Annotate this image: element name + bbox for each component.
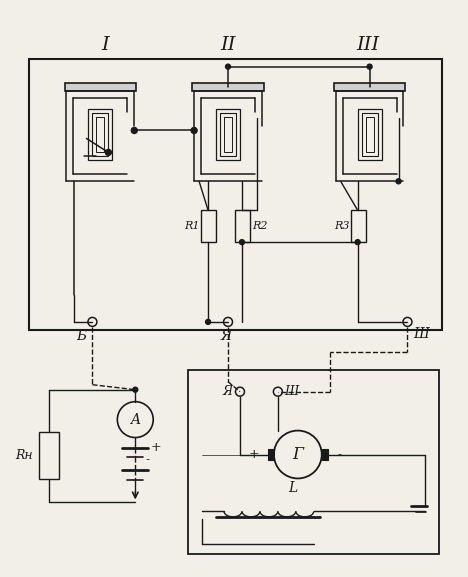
- Circle shape: [205, 320, 211, 324]
- Text: Б: Б: [76, 329, 87, 343]
- Text: R1: R1: [184, 221, 200, 231]
- Bar: [29, 59, 442, 330]
- Bar: [92, 113, 109, 156]
- Text: -: -: [337, 448, 342, 461]
- Circle shape: [274, 430, 322, 478]
- Circle shape: [240, 239, 244, 245]
- Circle shape: [117, 402, 153, 437]
- Bar: [362, 113, 378, 156]
- Text: Ш: Ш: [413, 327, 429, 341]
- Text: Я: Я: [220, 329, 231, 343]
- Text: L: L: [288, 481, 297, 496]
- Bar: [366, 117, 373, 152]
- Circle shape: [105, 149, 111, 155]
- Bar: [96, 117, 104, 152]
- Text: Г: Г: [292, 446, 303, 463]
- Circle shape: [133, 387, 138, 392]
- Text: II: II: [220, 36, 236, 54]
- Bar: [358, 108, 381, 160]
- Bar: [38, 432, 58, 479]
- Circle shape: [235, 387, 244, 396]
- Circle shape: [191, 128, 197, 133]
- Bar: [268, 448, 274, 460]
- Text: R2: R2: [252, 221, 267, 231]
- Text: III: III: [356, 36, 379, 54]
- Circle shape: [88, 317, 97, 327]
- Circle shape: [226, 64, 231, 69]
- Circle shape: [224, 317, 233, 327]
- Text: Я: Я: [222, 385, 232, 398]
- Bar: [201, 210, 216, 242]
- Circle shape: [132, 128, 137, 133]
- Bar: [220, 113, 236, 156]
- Bar: [192, 83, 264, 91]
- Bar: [88, 108, 112, 160]
- Circle shape: [396, 179, 401, 184]
- Text: +: +: [249, 448, 259, 461]
- Bar: [334, 83, 405, 91]
- Text: R3: R3: [334, 221, 349, 231]
- Text: Rн: Rн: [15, 449, 33, 462]
- Bar: [351, 210, 366, 242]
- Circle shape: [403, 317, 412, 327]
- Text: -: -: [145, 453, 149, 466]
- Bar: [65, 83, 136, 91]
- Bar: [235, 210, 250, 242]
- Bar: [216, 108, 240, 160]
- Text: +: +: [150, 441, 161, 454]
- Bar: [224, 117, 232, 152]
- Text: A: A: [130, 413, 140, 426]
- Text: I: I: [102, 36, 109, 54]
- Circle shape: [367, 64, 372, 69]
- Circle shape: [273, 387, 282, 396]
- Text: Ш: Ш: [284, 385, 298, 398]
- Bar: [188, 370, 439, 554]
- Circle shape: [355, 239, 360, 245]
- Bar: [322, 448, 328, 460]
